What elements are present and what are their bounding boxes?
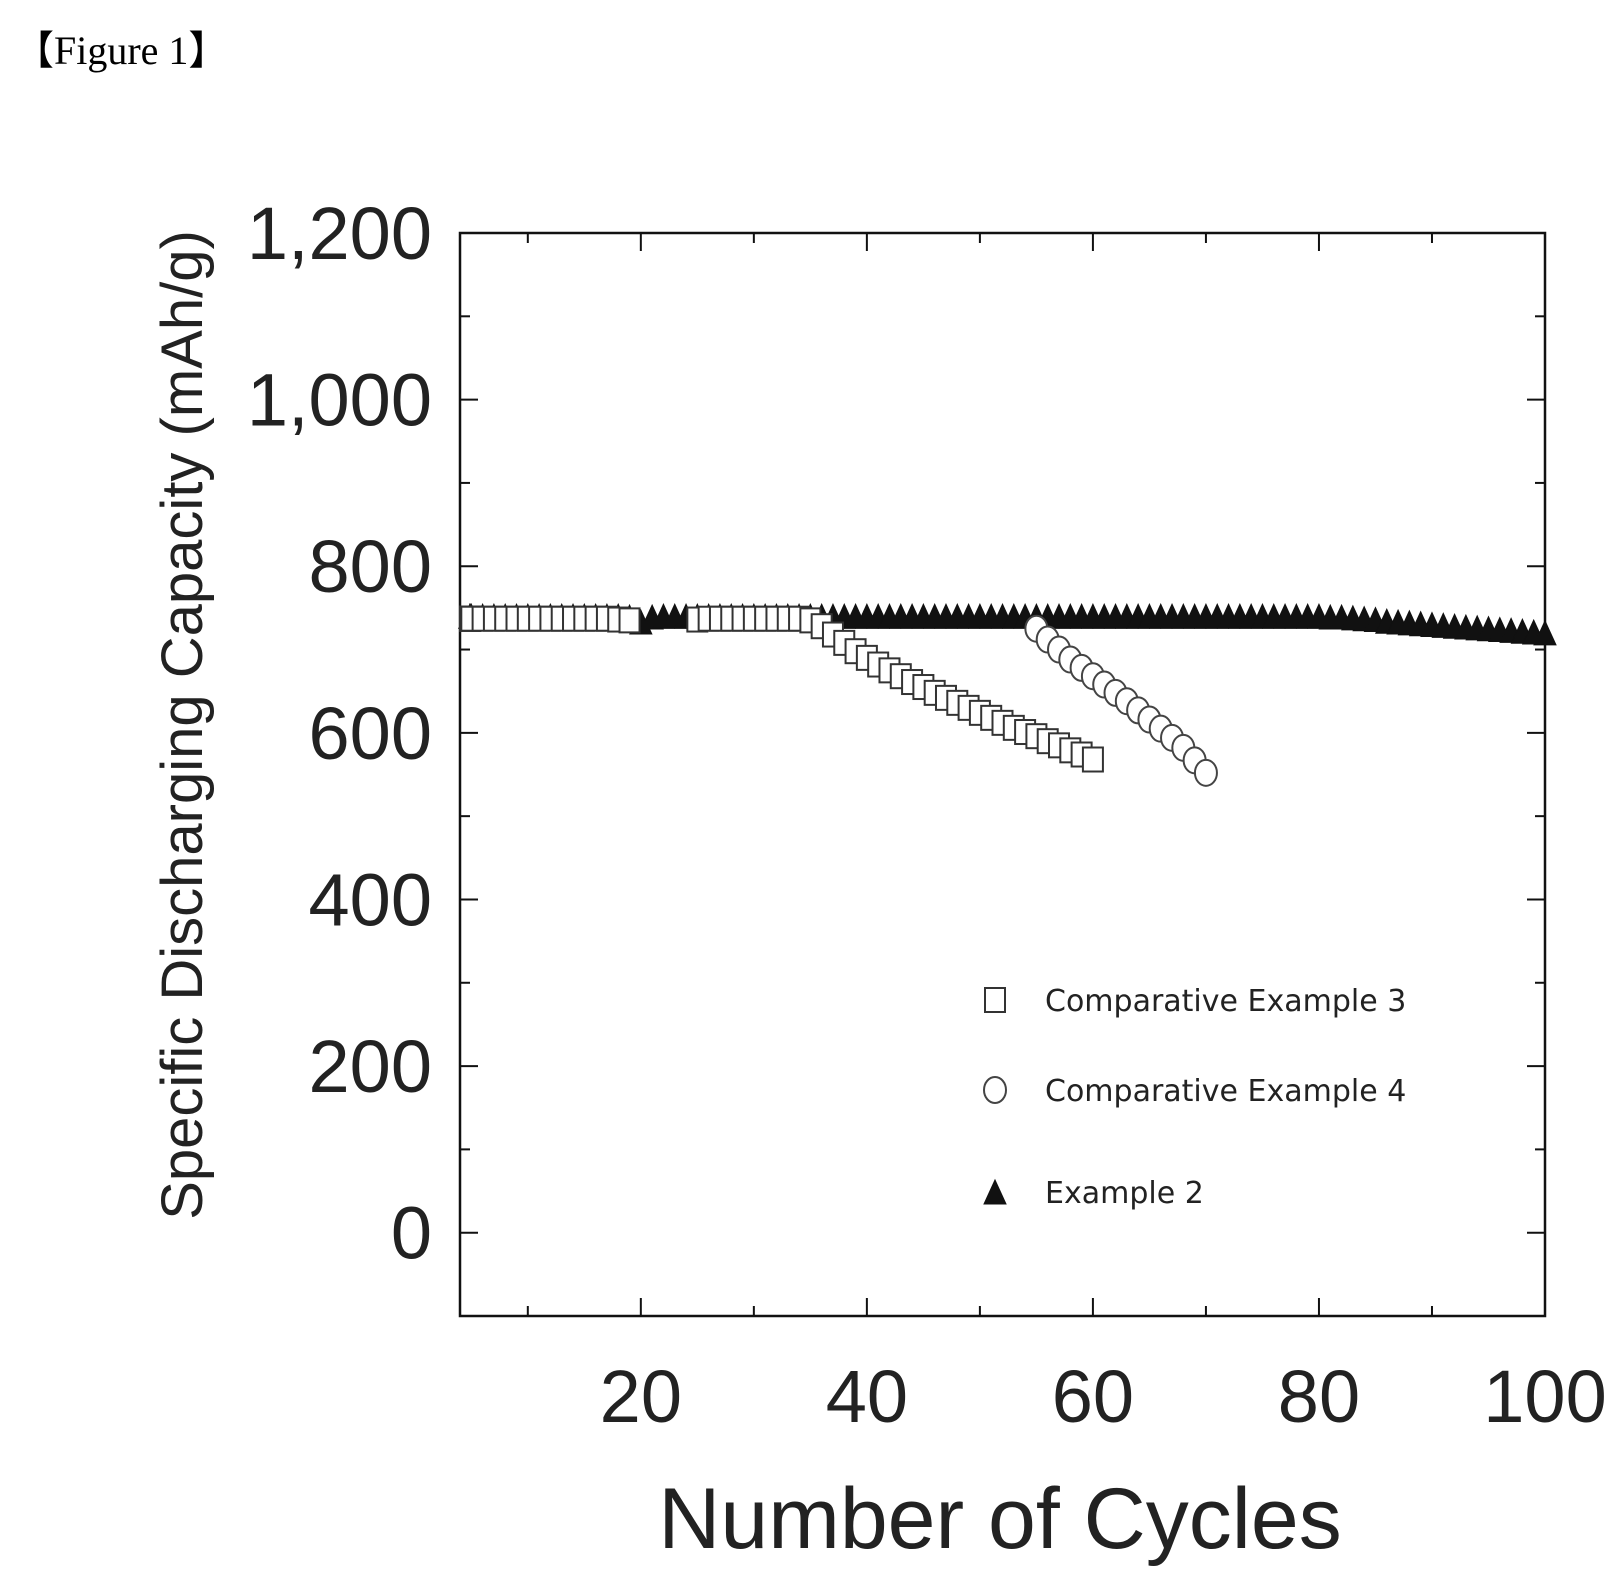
axis-ticks: [460, 232, 1546, 1317]
y-tick-label: 0: [391, 1192, 432, 1275]
figure-label: 【Figure 1】: [14, 28, 229, 73]
legend-label: Comparative Example 3: [1045, 984, 1406, 1019]
legend-marker: [984, 987, 1006, 1013]
series-comparative-example-4: [1024, 614, 1218, 787]
data-point: [1193, 758, 1218, 787]
y-tick-labels: 0 200 400 600 800 1,000 1,200: [247, 192, 432, 1275]
data-point: [1081, 746, 1104, 773]
legend-marker: [983, 1076, 1007, 1104]
x-tick-label: 100: [1483, 1355, 1606, 1438]
series-comparative-example-3: [459, 605, 1104, 773]
plot-frame: [458, 231, 1547, 1318]
series-layer: [458, 603, 1557, 787]
legend: Comparative Example 3 Comparative Example…: [983, 984, 1406, 1211]
x-tick-labels: 20 40 60 80 100: [600, 1355, 1607, 1438]
x-tick-label: 60: [1052, 1355, 1134, 1438]
x-axis-title: Number of Cycles: [658, 1471, 1341, 1567]
y-tick-label: 800: [309, 525, 432, 608]
plot-border: [458, 231, 1547, 1318]
data-point: [618, 607, 641, 634]
y-tick-label: 600: [309, 692, 432, 775]
data-point: [1533, 619, 1557, 646]
legend-label: Example 2: [1045, 1176, 1204, 1211]
legend-label: Comparative Example 4: [1045, 1074, 1406, 1109]
y-tick-label: 400: [309, 858, 432, 941]
y-tick-label: 1,200: [247, 192, 432, 275]
x-tick-label: 20: [600, 1355, 682, 1438]
legend-marker: [983, 1178, 1007, 1205]
x-tick-label: 40: [826, 1355, 908, 1438]
y-axis-title: Specific Discharging Capacity (mAh/g): [150, 230, 215, 1220]
y-tick-label: 1,000: [247, 359, 432, 442]
y-tick-label: 200: [309, 1025, 432, 1108]
x-tick-label: 80: [1278, 1355, 1360, 1438]
